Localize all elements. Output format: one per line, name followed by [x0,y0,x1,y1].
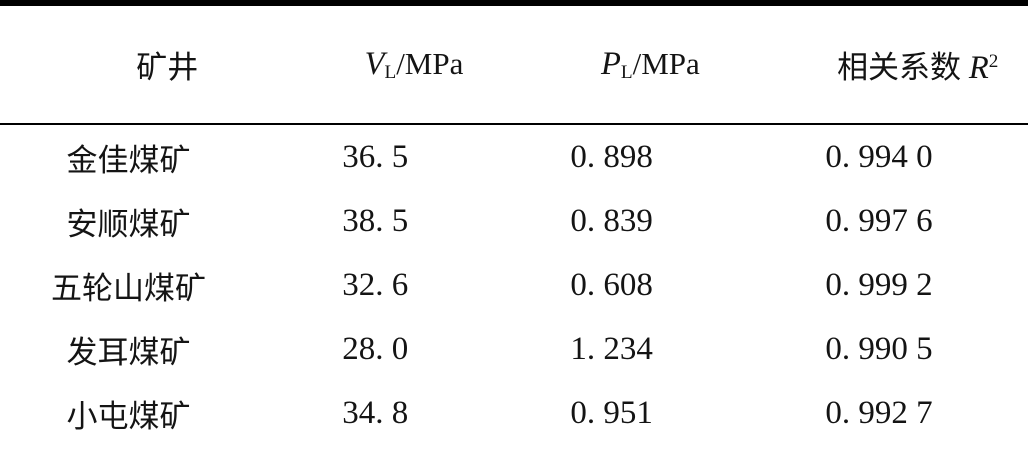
table-row: 青龙煤矿 31. 0 0. 766 0. 998 5 [0,445,1028,458]
cell-vl: 38. 5 [342,202,409,239]
vl-symbol: V [364,46,385,82]
column-header-mine-label: 矿井 [136,50,199,85]
cell-vl: 34. 8 [342,394,409,431]
cell-vl: 32. 6 [342,266,409,303]
cell-mine: 金佳煤矿 [66,142,191,178]
cell-pl: 0. 608 [570,266,653,303]
cell-pl: 0. 951 [570,394,653,431]
header-row: 矿井 VL/MPa PL/MPa 相关系数 R2 [0,3,1028,124]
table-row: 安顺煤矿 38. 5 0. 839 0. 997 6 [0,189,1028,253]
table-row: 发耳煤矿 28. 0 1. 234 0. 990 5 [0,317,1028,381]
cell-pl: 0. 839 [570,202,653,239]
vl-unit: /MPa [396,46,464,81]
cell-pl: 0. 898 [570,138,653,175]
cell-r2: 0. 997 6 [825,202,933,239]
cell-vl: 36. 5 [342,138,409,175]
cell-pl: 0. 766 [493,445,729,458]
cell-mine: 小屯煤矿 [66,398,191,434]
cell-mine: 发耳煤矿 [66,334,191,370]
pl-unit: /MPa [632,46,700,81]
r2-symbol: R [968,50,989,86]
cell-r2: 0. 998 5 [730,445,1028,458]
pl-symbol: P [601,46,621,82]
cell-r2: 0. 990 5 [825,330,933,367]
r2-prefix: 相关系数 [837,50,969,85]
column-header-vl: VL/MPa [257,3,493,124]
column-header-mine: 矿井 [0,3,257,124]
cell-r2: 0. 999 2 [825,266,933,303]
vl-subscript: L [384,62,397,84]
column-header-r2: 相关系数 R2 [730,3,1028,124]
cell-r2: 0. 994 0 [825,138,933,175]
cell-mine: 青龙煤矿 [0,445,257,458]
table-row: 金佳煤矿 36. 5 0. 898 0. 994 0 [0,124,1028,189]
cell-vl: 31. 0 [257,445,493,458]
cell-pl: 1. 234 [570,330,653,367]
column-header-pl: PL/MPa [493,3,729,124]
r2-superscript: 2 [988,51,999,73]
cell-mine: 安顺煤矿 [66,206,191,242]
table-row: 小屯煤矿 34. 8 0. 951 0. 992 7 [0,381,1028,445]
cell-vl: 28. 0 [342,330,409,367]
pl-subscript: L [620,62,633,84]
cell-r2: 0. 992 7 [825,394,933,431]
table-row: 五轮山煤矿 32. 6 0. 608 0. 999 2 [0,253,1028,317]
cell-mine: 五轮山煤矿 [51,270,206,306]
